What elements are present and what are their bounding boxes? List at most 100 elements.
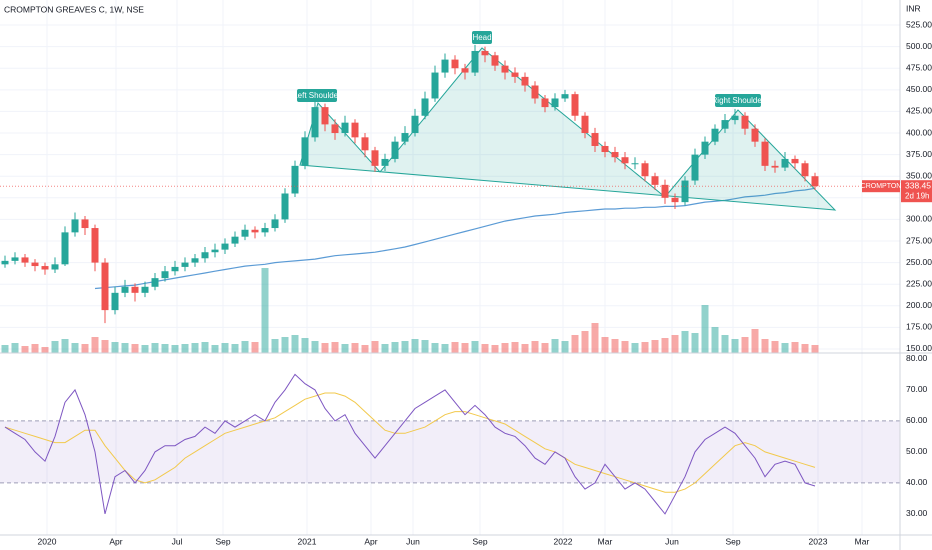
annotation-box bbox=[715, 94, 761, 107]
volume-bar bbox=[631, 343, 639, 353]
y-tick-label: 500.00 bbox=[906, 41, 932, 51]
y-tick-label: 300.00 bbox=[906, 214, 932, 224]
candle-body bbox=[101, 262, 109, 311]
volume-bar bbox=[741, 337, 749, 353]
volume-bar bbox=[121, 343, 129, 353]
y-tick-label: 425.00 bbox=[906, 106, 932, 116]
candle-body bbox=[711, 128, 719, 142]
x-tick-label: Sep bbox=[215, 536, 230, 546]
volume-bar bbox=[801, 344, 809, 353]
volume-bar bbox=[111, 342, 119, 353]
rsi-line bbox=[4, 373, 816, 515]
candle-body bbox=[551, 98, 559, 108]
volume-bar bbox=[591, 323, 599, 353]
volume-bar bbox=[81, 344, 89, 353]
moving-average bbox=[94, 187, 816, 290]
candle-body bbox=[111, 292, 119, 311]
x-tick-label: 2020 bbox=[38, 536, 57, 546]
candle-body bbox=[741, 115, 749, 129]
y-tick-label: 225.00 bbox=[906, 278, 932, 288]
candle-body bbox=[301, 137, 309, 166]
x-tick-label: Apr bbox=[364, 536, 377, 546]
candle-body bbox=[531, 85, 539, 99]
volume-bar bbox=[711, 327, 719, 353]
y-tick-label: 200.00 bbox=[906, 300, 932, 310]
candle-body bbox=[471, 50, 479, 73]
candle-body bbox=[641, 163, 649, 177]
candle-body bbox=[421, 98, 429, 116]
volume-bar bbox=[101, 340, 109, 353]
rsi-ma bbox=[4, 392, 816, 493]
x-tick-label: 2022 bbox=[554, 536, 573, 546]
volume-bar bbox=[321, 343, 329, 353]
rsi-tick-label: 50.00 bbox=[906, 446, 928, 456]
y-tick-label: 400.00 bbox=[906, 127, 932, 137]
volume-bar bbox=[151, 343, 159, 353]
candle-body bbox=[121, 286, 129, 293]
volume-bar bbox=[221, 343, 229, 353]
volume-bar bbox=[671, 335, 679, 353]
volume-bar bbox=[191, 343, 199, 353]
candle-body bbox=[731, 115, 739, 121]
candle-body bbox=[71, 219, 79, 233]
volume-bar bbox=[1, 345, 9, 353]
volume-bar bbox=[381, 344, 389, 353]
candle-body bbox=[231, 236, 239, 244]
volume-bar bbox=[441, 344, 449, 353]
x-tick-label: 2021 bbox=[298, 536, 317, 546]
candle-body bbox=[491, 55, 499, 66]
y-tick-label: 250.00 bbox=[906, 257, 932, 267]
volume-bar bbox=[181, 344, 189, 353]
candle-body bbox=[381, 158, 389, 166]
volume-bar bbox=[431, 343, 439, 353]
volume-bar bbox=[501, 343, 509, 353]
last-price-box bbox=[901, 180, 932, 203]
volume-bar bbox=[731, 339, 739, 353]
volume-bar bbox=[61, 339, 69, 353]
candle-body bbox=[311, 107, 319, 138]
candle-body bbox=[661, 184, 669, 198]
candle-body bbox=[611, 152, 619, 158]
candle-body bbox=[261, 228, 269, 233]
candle-body bbox=[451, 59, 459, 69]
candle-body bbox=[31, 262, 39, 267]
candle-body bbox=[501, 65, 509, 73]
last-price-tag bbox=[862, 180, 900, 193]
candle-body bbox=[701, 141, 709, 155]
volume-bar bbox=[461, 343, 469, 353]
volume-bar bbox=[291, 335, 299, 353]
volume-bar bbox=[611, 339, 619, 353]
volume-bar bbox=[641, 342, 649, 353]
annotation: Head bbox=[472, 33, 491, 42]
volume-bar bbox=[691, 333, 699, 353]
rsi-tick-label: 60.00 bbox=[906, 415, 928, 425]
candle-body bbox=[151, 278, 159, 287]
y-tick-label: 525.00 bbox=[906, 19, 932, 29]
volume-layer bbox=[1, 268, 819, 353]
axes-layer: 150.00 175.00 200.00 225.00 250.00 275.00 300.… bbox=[0, 19, 932, 546]
candle-body bbox=[581, 115, 589, 134]
volume-bar bbox=[541, 343, 549, 353]
candle-body bbox=[371, 150, 379, 166]
x-tick-label: Sep bbox=[725, 536, 740, 546]
last-price-value: 338.45 bbox=[905, 180, 931, 190]
candle-body bbox=[321, 107, 329, 125]
volume-bar bbox=[781, 343, 789, 353]
chart-title: CROMPTON GREAVES C, 1W, NSE bbox=[4, 4, 144, 14]
candle-body bbox=[1, 260, 9, 265]
volume-bar bbox=[341, 344, 349, 353]
candle-body bbox=[281, 193, 289, 220]
candle-body bbox=[331, 124, 339, 134]
x-tick-label: Jun bbox=[406, 536, 420, 546]
y-tick-label: 450.00 bbox=[906, 84, 932, 94]
volume-bar bbox=[791, 342, 799, 353]
volume-bar bbox=[361, 345, 369, 353]
candle-body bbox=[81, 219, 89, 229]
rsi-layer bbox=[4, 373, 816, 515]
y-tick-label: 150.00 bbox=[906, 343, 932, 353]
candle-body bbox=[461, 68, 469, 73]
volume-bar bbox=[661, 338, 669, 353]
volume-bar bbox=[811, 345, 819, 353]
